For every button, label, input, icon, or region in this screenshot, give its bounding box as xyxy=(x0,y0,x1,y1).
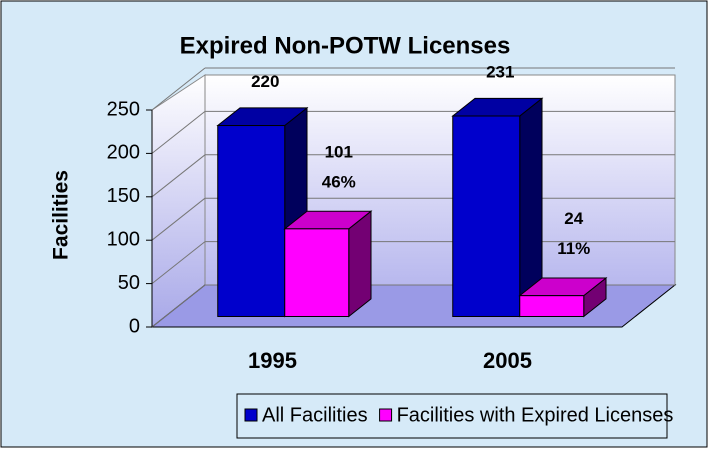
y-tick-label: 100 xyxy=(107,228,140,250)
bar xyxy=(217,125,286,318)
x-tick-label: 2005 xyxy=(483,348,532,373)
legend-label: All Facilities xyxy=(262,404,368,426)
y-axis-label: Facilities xyxy=(50,170,73,260)
bar xyxy=(284,228,350,317)
y-tick-label: 200 xyxy=(107,142,140,164)
bar-side xyxy=(348,210,372,318)
y-tick-label: 250 xyxy=(107,98,140,120)
legend-swatch xyxy=(379,408,393,422)
grid-line xyxy=(151,67,206,111)
bar xyxy=(519,295,585,317)
bar xyxy=(452,115,521,317)
legend-label: Facilities with Expired Licenses xyxy=(397,404,674,426)
x-tick-label: 1995 xyxy=(248,348,297,373)
data-label: 231 xyxy=(486,62,514,81)
data-label: 24 xyxy=(564,209,583,228)
data-label: 220 xyxy=(251,72,279,91)
percent-label: 11% xyxy=(557,239,590,258)
y-tick-label: 150 xyxy=(107,185,140,207)
chart-title: Expired Non-POTW Licenses xyxy=(180,32,511,59)
grid-line xyxy=(151,154,206,198)
side-wall xyxy=(151,74,206,329)
grid-line xyxy=(151,111,206,154)
grid-line xyxy=(151,284,206,328)
grid-line xyxy=(151,241,206,284)
y-tick-label: 0 xyxy=(129,315,140,337)
percent-label: 46% xyxy=(322,172,356,191)
data-label: 101 xyxy=(325,142,353,161)
grid-line xyxy=(151,197,206,241)
legend xyxy=(236,393,668,439)
y-tick-label: 50 xyxy=(118,272,140,294)
legend-swatch xyxy=(244,408,258,422)
